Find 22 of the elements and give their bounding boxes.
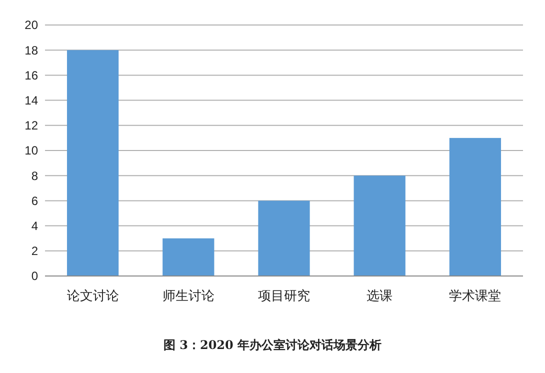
bar [258, 200, 310, 276]
bar [449, 138, 502, 276]
bar [162, 238, 214, 276]
bar [66, 50, 119, 276]
y-tick-label: 16 [24, 68, 38, 82]
y-tick-label: 20 [24, 18, 38, 32]
y-tick-label: 10 [24, 144, 38, 158]
x-tick-label: 师生讨论 [162, 288, 214, 303]
x-tick-label: 选课 [366, 288, 393, 303]
y-tick-label: 8 [31, 168, 38, 183]
y-tick-label: 0 [31, 269, 38, 284]
y-tick-label: 6 [31, 194, 38, 208]
y-tick-label: 2 [31, 244, 38, 258]
x-tick-label: 学术课堂 [449, 288, 502, 303]
y-tick-label: 4 [31, 219, 38, 233]
y-tick-label: 14 [24, 94, 38, 108]
x-tick-label: 论文讨论 [66, 288, 119, 303]
x-tick-label: 项目研究 [258, 288, 310, 303]
text: 图 3：2020 年办公室讨论对话场景分析 [163, 338, 382, 352]
bar [354, 176, 406, 276]
y-tick-label: 12 [24, 118, 38, 133]
y-tick-label: 18 [24, 43, 38, 58]
